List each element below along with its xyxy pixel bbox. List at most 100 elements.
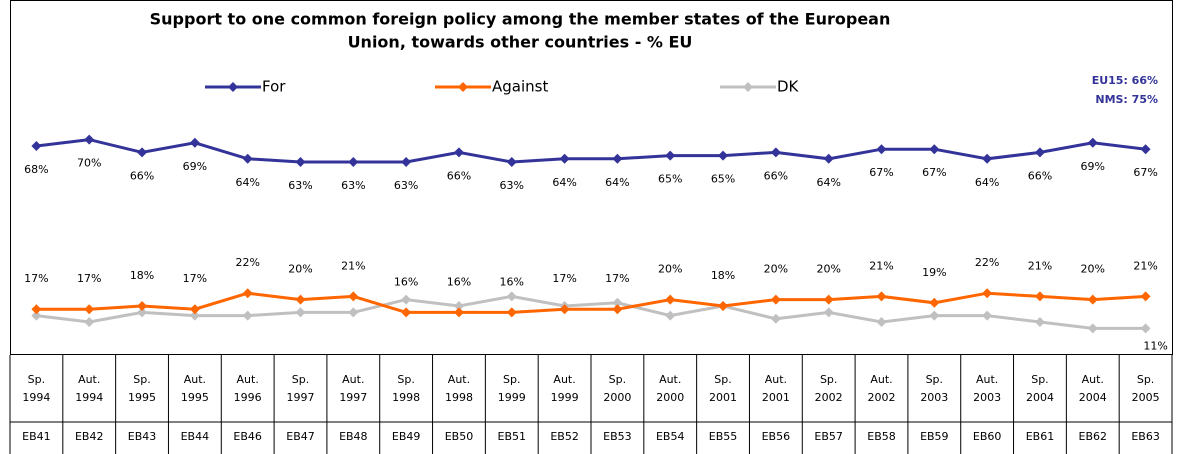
point (929, 310, 940, 321)
point (770, 147, 781, 158)
data-label: 21% (341, 259, 365, 272)
point (506, 291, 517, 302)
x-tick-label: EB53 (603, 430, 632, 443)
x-tick-label: Sp. (133, 373, 150, 386)
data-label: 16% (394, 275, 418, 288)
x-tick-label: Sp. (714, 373, 731, 386)
point (189, 304, 200, 315)
x-tick-label: Sp. (1031, 373, 1048, 386)
data-label: 67% (922, 166, 946, 179)
data-label: 66% (447, 169, 471, 182)
point (1087, 137, 1098, 148)
x-tick-label: EB47 (286, 430, 315, 443)
data-label: 64% (235, 176, 259, 189)
x-tick-label: 2004 (1026, 391, 1054, 404)
x-tick-label: Aut. (78, 373, 100, 386)
x-tick-label: Aut. (237, 373, 259, 386)
point (453, 147, 464, 158)
data-label: 63% (500, 179, 524, 192)
series-line (36, 291, 1146, 314)
point (348, 291, 359, 302)
x-tick-label: EB57 (814, 430, 843, 443)
data-label: 22% (235, 256, 259, 269)
legend-label: For (262, 78, 286, 96)
data-label: 67% (1133, 166, 1157, 179)
x-tick-label: EB48 (339, 430, 368, 443)
point (929, 144, 940, 155)
data-label: 63% (394, 179, 418, 192)
point (770, 294, 781, 305)
x-tick-label: EB59 (920, 430, 949, 443)
legend-marker (458, 82, 468, 92)
point (84, 304, 95, 315)
point (612, 297, 623, 308)
series-line (36, 294, 1146, 330)
x-tick-label: EB62 (1079, 430, 1108, 443)
x-tick-label: 2000 (656, 391, 684, 404)
point (242, 288, 253, 299)
x-tick-label: 1999 (551, 391, 579, 404)
x-tick-label: EB61 (1026, 430, 1055, 443)
x-tick-label: 2003 (920, 391, 948, 404)
x-tick-label: 1994 (22, 391, 50, 404)
x-tick-label: EB44 (181, 430, 210, 443)
chart-frame (10, 0, 1173, 355)
x-tick-label: Aut. (184, 373, 206, 386)
x-tick-label: Aut. (342, 373, 364, 386)
point (718, 150, 729, 161)
x-tick-label: 1995 (181, 391, 209, 404)
point (665, 294, 676, 305)
point (1140, 323, 1151, 334)
data-label: 18% (130, 269, 154, 282)
data-label: 68% (24, 163, 48, 176)
data-label: 64% (552, 176, 576, 189)
point (348, 157, 359, 167)
x-tick-label: Sp. (28, 373, 45, 386)
point (453, 307, 464, 318)
data-label: 63% (288, 179, 312, 192)
point (665, 150, 676, 161)
data-label: 65% (658, 173, 682, 186)
point (31, 310, 42, 321)
x-tick-label: 2000 (603, 391, 631, 404)
point (876, 317, 887, 327)
x-tick-label: Sp. (926, 373, 943, 386)
data-label: 17% (183, 272, 207, 285)
data-label: 70% (77, 157, 101, 170)
x-tick-label: EB54 (656, 430, 685, 443)
legend-marker (743, 82, 753, 92)
data-label: 20% (816, 263, 840, 276)
data-label: 17% (605, 272, 629, 285)
x-tick-label: EB41 (22, 430, 51, 443)
point (559, 153, 570, 164)
point (453, 301, 464, 311)
data-label: 11% (1143, 339, 1167, 352)
point (84, 317, 95, 327)
x-tick-label: Aut. (448, 373, 470, 386)
x-tick-label: EB60 (973, 430, 1002, 443)
annotation: EU15: 66% (1092, 74, 1158, 87)
x-tick-label: EB46 (233, 430, 262, 443)
point (137, 147, 148, 158)
x-tick-label: 1994 (75, 391, 103, 404)
x-tick-label: Aut. (1082, 373, 1104, 386)
point (665, 310, 676, 321)
chart-title: Support to one common foreign policy amo… (150, 10, 891, 29)
point (1034, 147, 1045, 158)
data-label: 22% (975, 256, 999, 269)
point (506, 307, 517, 318)
x-tick-label: EB49 (392, 430, 421, 443)
data-label: 21% (869, 259, 893, 272)
x-tick-label: Sp. (609, 373, 626, 386)
data-label: 20% (764, 263, 788, 276)
point (770, 313, 781, 324)
x-tick-label: Sp. (820, 373, 837, 386)
data-label: 64% (816, 176, 840, 189)
data-label: 17% (24, 272, 48, 285)
point (823, 294, 834, 305)
x-tick-label: 2004 (1079, 391, 1107, 404)
x-tick-label: EB50 (445, 430, 474, 443)
point (1140, 291, 1151, 302)
x-tick-label: 2001 (709, 391, 737, 404)
